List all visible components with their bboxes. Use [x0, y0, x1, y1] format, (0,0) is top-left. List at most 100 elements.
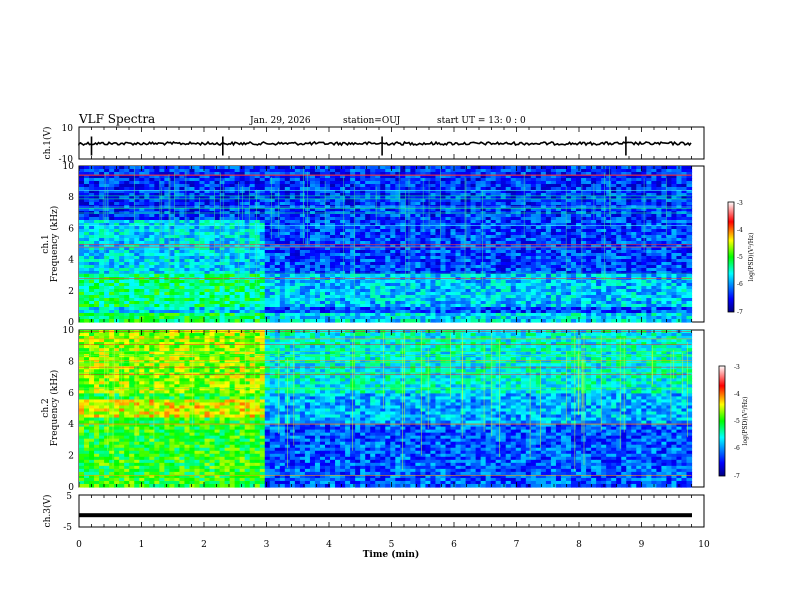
spectrogram-cell: [435, 226, 442, 230]
spectrogram-cell: [646, 274, 652, 278]
spectrogram-cell: [455, 181, 462, 185]
spectrogram-cell: [289, 223, 296, 227]
spectrogram-cell: [355, 199, 361, 203]
spectrogram-cell: [601, 184, 607, 188]
spectrogram-cell: [560, 226, 567, 230]
spectrogram-cell: [540, 232, 547, 236]
spectrogram-cell: [279, 208, 286, 212]
spectrogram-cell: [284, 268, 291, 272]
spectrogram-cell: [330, 214, 336, 218]
spectrogram-cell: [581, 169, 587, 173]
spectrogram-cell: [79, 178, 85, 182]
spectrogram-cell: [279, 262, 286, 266]
spectrogram-cell: [560, 244, 567, 248]
spectrogram-cell: [525, 196, 532, 200]
spectrogram-cell: [365, 241, 371, 245]
spectrogram-cell: [350, 187, 356, 191]
spectrogram-cell: [400, 271, 406, 275]
spectrogram-cell: [515, 268, 522, 272]
spectrogram-cell: [596, 214, 602, 218]
spectrogram-cell: [470, 217, 477, 221]
spectrogram-cell: [204, 169, 211, 173]
spectrogram-cell: [455, 202, 462, 206]
spectrogram-cell: [169, 178, 175, 182]
spectrogram-cell: [139, 268, 145, 272]
spectrogram-cell: [661, 265, 667, 269]
spectrogram-cell: [309, 187, 316, 191]
spectrogram-cell: [490, 226, 497, 230]
spectrogram-cell: [109, 178, 115, 182]
spectrogram-cell: [330, 175, 336, 179]
spectrogram-cell: [104, 181, 110, 185]
spectrogram-cell: [249, 253, 256, 257]
spectrogram-cell: [229, 250, 236, 254]
spectrogram-cell: [661, 253, 667, 257]
spectrogram-cell: [636, 259, 642, 263]
spectrogram-cell: [450, 220, 457, 224]
spectrogram-cell: [430, 250, 437, 254]
spectrogram-cell: [495, 184, 502, 188]
spectrogram-cell: [646, 181, 652, 185]
spectrogram-cell: [89, 181, 95, 185]
spectrogram-cell: [576, 232, 582, 236]
spectrogram-cell: [104, 274, 110, 278]
spectrogram-cell: [114, 220, 120, 224]
spectrogram-cell: [134, 262, 140, 266]
spectrogram-cell: [89, 232, 95, 236]
spectrogram-cell: [355, 169, 361, 173]
spectrogram-cell: [606, 184, 612, 188]
spectrogram-cell: [325, 166, 331, 170]
spectrogram-cell: [400, 175, 406, 179]
spectrogram-cell: [385, 214, 391, 218]
spectrogram-cell: [576, 217, 582, 221]
spectrogram-cell: [425, 259, 432, 263]
spectrogram-cell: [540, 259, 547, 263]
spectrogram-cell: [224, 187, 231, 191]
spectrogram-cell: [330, 202, 336, 206]
spectrogram-cell: [500, 181, 507, 185]
spectrogram-cell: [355, 274, 361, 278]
spectrogram-cell: [249, 202, 256, 206]
spectrogram-cell: [621, 274, 627, 278]
spectrogram-cell: [294, 178, 301, 182]
spectrogram-cell: [651, 265, 657, 269]
spectrogram-cell: [415, 241, 421, 245]
spectrogram-cell: [530, 178, 537, 182]
spectrogram-cell: [94, 232, 100, 236]
spectrogram-cell: [104, 190, 110, 194]
spectrogram-cell: [144, 256, 150, 260]
spectrogram-cell: [244, 247, 251, 251]
spectrogram-cell: [169, 250, 175, 254]
spectrogram-cell: [440, 274, 447, 278]
spectrogram-cell: [445, 175, 452, 179]
spectrogram-cell: [470, 235, 477, 239]
spectrogram-cell: [455, 232, 462, 236]
spectrogram-cell: [380, 172, 386, 176]
spectrogram-cell: [360, 169, 366, 173]
spectrogram-cell: [375, 214, 381, 218]
spectrogram-cell: [330, 262, 336, 266]
spectrogram-cell: [450, 181, 457, 185]
spectrogram-cell: [636, 232, 642, 236]
spectrogram-cell: [335, 172, 341, 176]
spectrogram-cell: [99, 199, 105, 203]
figure-station: station=OUJ: [343, 116, 401, 126]
spectrogram-cell: [430, 259, 437, 263]
spectrogram-cell: [525, 178, 532, 182]
spectrogram-cell: [314, 184, 321, 188]
spectrogram-cell: [515, 184, 522, 188]
spectrogram-cell: [184, 187, 191, 191]
spectrogram-cell: [530, 190, 537, 194]
spectrogram-cell: [621, 184, 627, 188]
spectrogram-cell: [99, 247, 105, 251]
spectrogram-cell: [169, 202, 175, 206]
spectrogram-cell: [355, 187, 361, 191]
spectrogram-cell: [606, 172, 612, 176]
spectrogram-cell: [89, 253, 95, 257]
spectrogram-cell: [616, 226, 622, 230]
spectrogram-cell: [455, 262, 462, 266]
spectrogram-cell: [89, 241, 95, 245]
spectrogram-cell: [345, 253, 351, 257]
spectrogram-cell: [495, 193, 502, 197]
spectrogram-cell: [365, 244, 371, 248]
